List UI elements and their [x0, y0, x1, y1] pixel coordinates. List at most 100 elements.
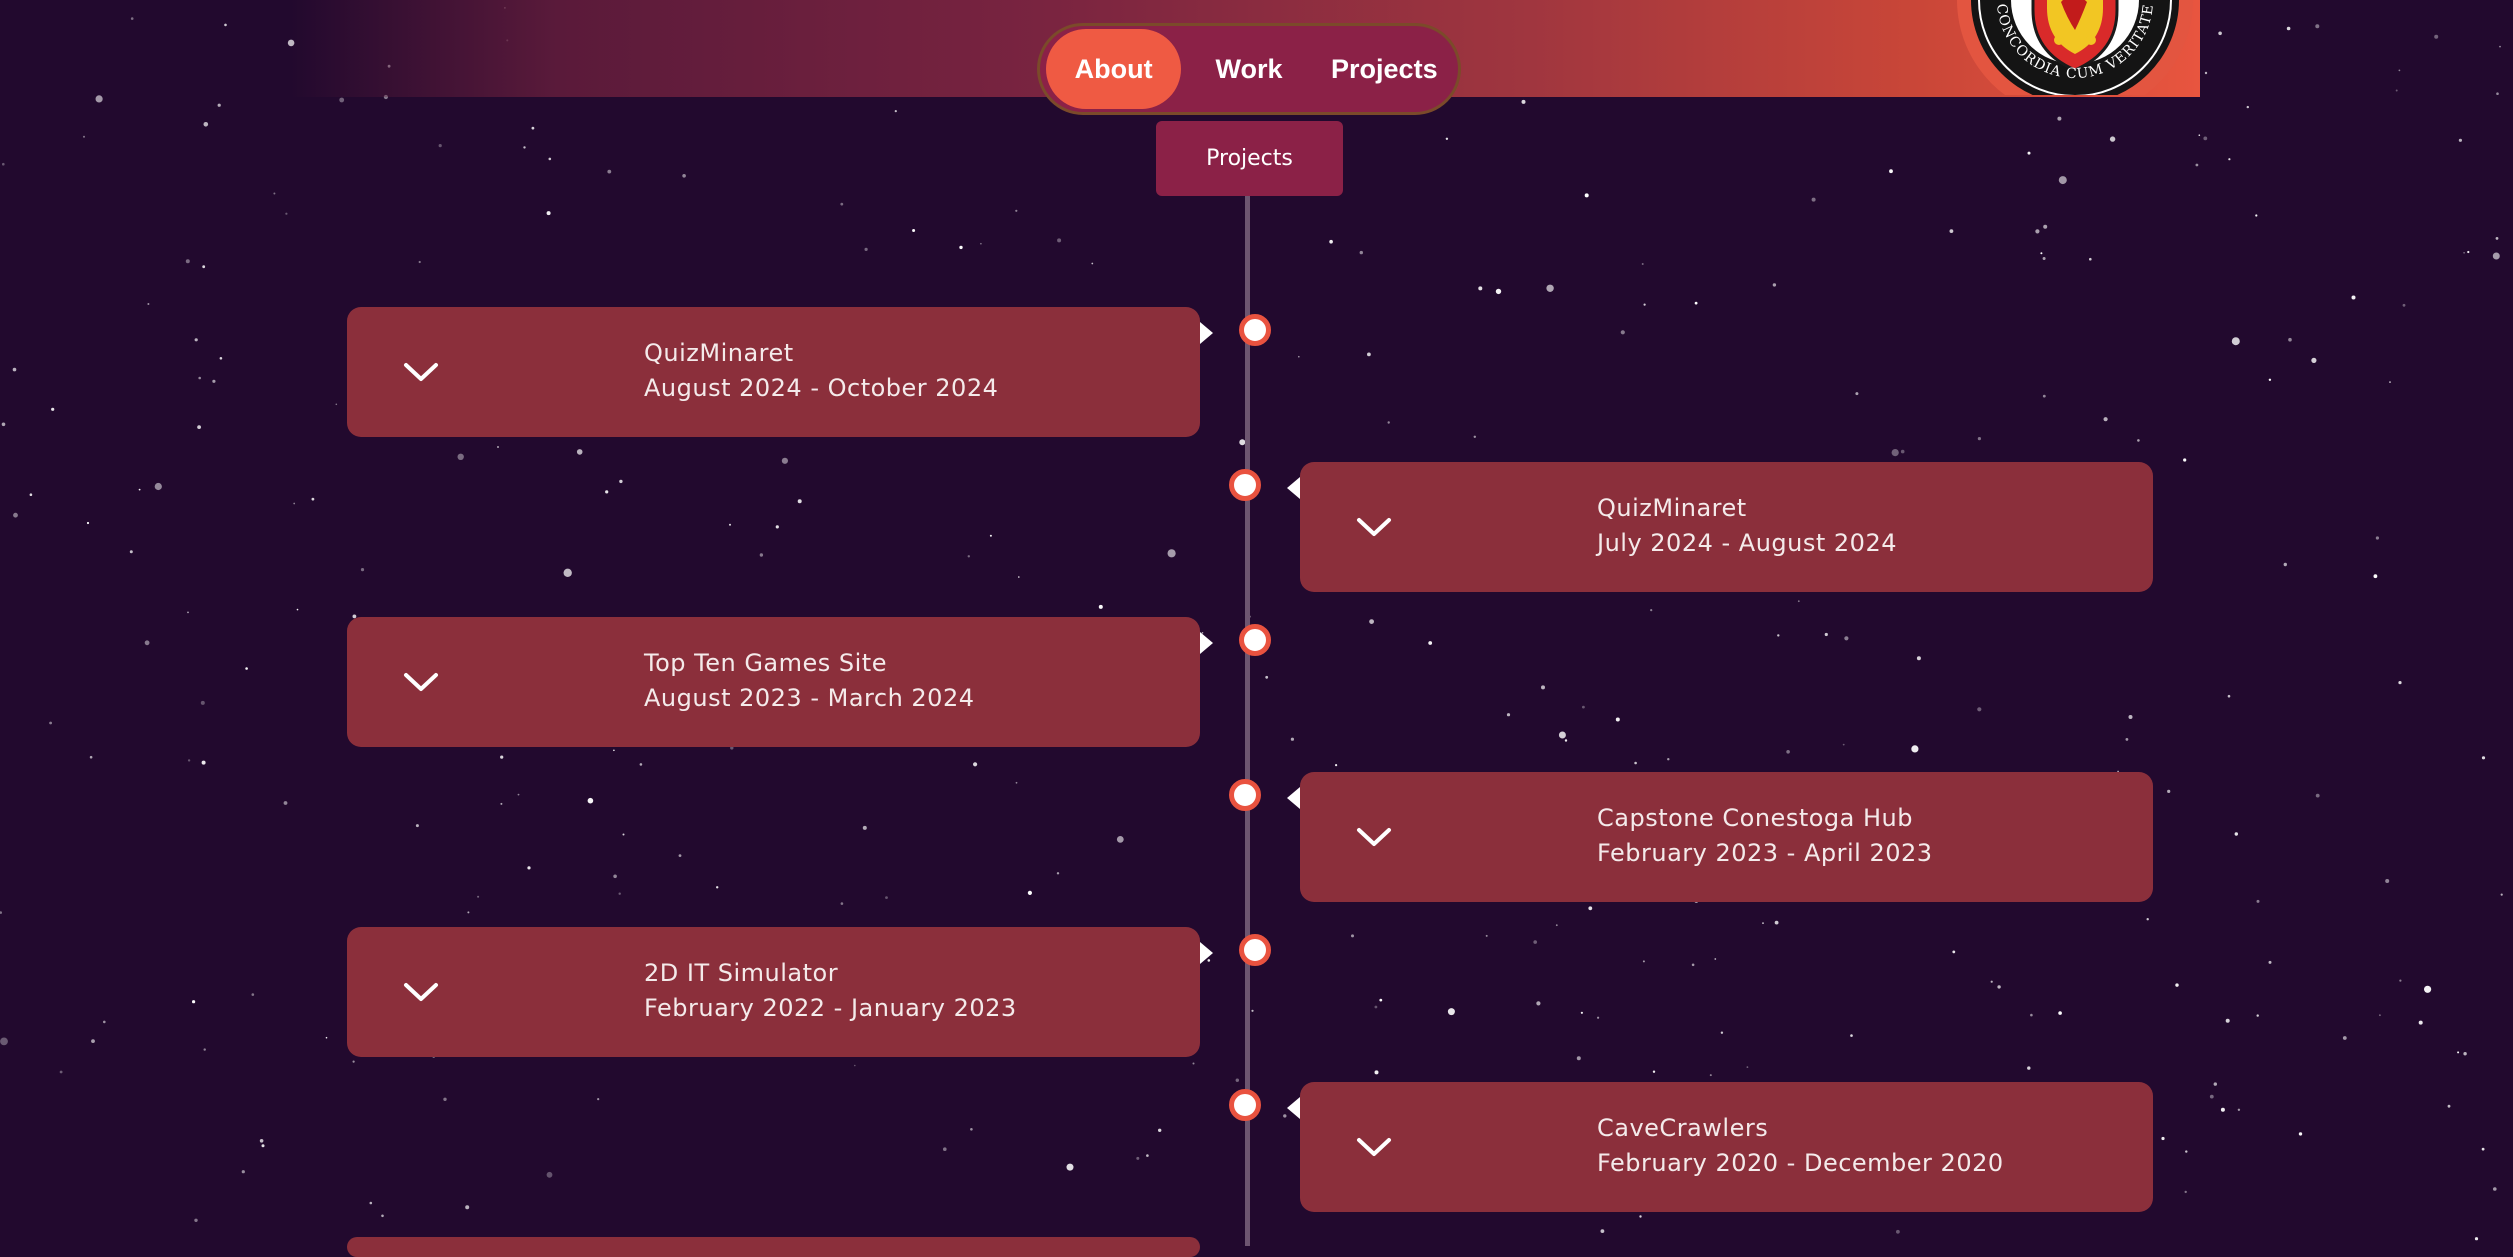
timeline-card[interactable]: QuizMinaret July 2024 - August 2024 [1300, 462, 2153, 592]
star [1634, 761, 1637, 765]
star [1558, 731, 1566, 739]
star [1367, 352, 1371, 357]
star [224, 23, 227, 27]
expand-toggle[interactable] [387, 338, 455, 406]
star [1709, 1074, 1712, 1077]
star [1643, 303, 1646, 306]
star [1283, 1114, 1287, 1118]
nav-projects-button[interactable]: Projects [1331, 53, 1438, 84]
chevron-down-icon [404, 673, 438, 691]
star [959, 245, 963, 250]
chevron-down-icon [1357, 518, 1391, 536]
expand-toggle[interactable] [387, 648, 455, 716]
timeline-card[interactable]: Top Ten Games Site August 2023 - March 2… [347, 617, 1200, 747]
card-pointer [1200, 942, 1213, 964]
star [1027, 890, 1032, 896]
card-title: CaveCrawlers [1597, 1114, 1769, 1142]
expand-toggle[interactable] [1340, 803, 1408, 871]
star [2234, 832, 2238, 836]
star [2463, 1052, 2467, 1056]
star [296, 608, 299, 611]
timeline-card[interactable]: 2D IT Simulator February 2022 - January … [347, 927, 1200, 1057]
card-pointer [1287, 477, 1300, 499]
star [0, 1037, 8, 1046]
star [2057, 116, 2062, 121]
star [1057, 238, 1062, 243]
star [527, 866, 531, 870]
star [2161, 1136, 2165, 1141]
star [29, 493, 33, 497]
star [2283, 562, 2287, 567]
timeline-dot [1229, 779, 1261, 811]
star [1762, 922, 1764, 924]
expand-toggle[interactable] [387, 958, 455, 1026]
star [465, 1205, 470, 1210]
star [335, 403, 338, 406]
star [2256, 899, 2260, 903]
timeline-card[interactable] [347, 1237, 1200, 1257]
star [2447, 1104, 2451, 1108]
timeline-dot [1229, 469, 1261, 501]
star [980, 242, 982, 245]
star [2117, 770, 2120, 773]
timeline-dot [1229, 1089, 1261, 1121]
timeline-card[interactable]: CaveCrawlers February 2020 - December 20… [1300, 1082, 2153, 1212]
star [154, 482, 162, 491]
star [1369, 619, 1374, 624]
star [1650, 609, 1653, 612]
star [194, 338, 198, 342]
star [381, 1214, 384, 1218]
star [2492, 252, 2500, 260]
star [2146, 918, 2149, 921]
star [1428, 641, 1433, 645]
chevron-down-icon [404, 363, 438, 381]
star [1580, 1011, 1583, 1014]
star [1298, 355, 1300, 358]
star [1473, 435, 1477, 438]
star [1015, 209, 1018, 212]
star [1600, 1229, 1605, 1233]
section-tab-projects[interactable]: Projects [1156, 121, 1343, 196]
star [840, 202, 844, 206]
star [2499, 45, 2501, 48]
timeline-card[interactable]: QuizMinaret August 2024 - October 2024 [347, 307, 1200, 437]
star [1066, 1163, 1074, 1171]
star [144, 640, 150, 646]
star [185, 259, 190, 264]
expand-toggle[interactable] [1340, 1113, 1408, 1181]
star [1720, 1031, 1724, 1034]
star [201, 760, 206, 765]
expand-toggle[interactable] [1340, 493, 1408, 561]
star [1642, 960, 1645, 963]
star [245, 667, 248, 670]
star [2373, 574, 2378, 579]
star [1916, 656, 1921, 661]
star [2185, 1150, 2188, 1153]
star [1495, 288, 1502, 295]
star [1576, 1056, 1581, 1061]
star [1652, 1070, 1656, 1073]
star [2385, 879, 2390, 883]
star [1746, 1066, 1749, 1068]
nav-about-button[interactable]: About [1046, 29, 1182, 109]
star [1546, 284, 1554, 292]
star [678, 854, 682, 857]
star [1521, 99, 1526, 104]
star [1588, 906, 1593, 911]
card-pointer [1287, 1097, 1300, 1119]
star [2220, 1107, 2225, 1112]
star [1359, 250, 1364, 255]
star [2398, 681, 2402, 685]
star [1290, 737, 1294, 741]
card-title: 2D IT Simulator [644, 959, 839, 987]
nav-work-button[interactable]: Work [1215, 53, 1283, 84]
star [587, 797, 594, 804]
star [2395, 89, 2398, 92]
star [894, 110, 897, 113]
star [1329, 239, 1333, 244]
star [1235, 1078, 1240, 1082]
star [369, 1201, 373, 1205]
star [2424, 985, 2432, 993]
timeline-card[interactable]: Capstone Conestoga Hub February 2023 - A… [1300, 772, 2153, 902]
star [2467, 250, 2470, 254]
